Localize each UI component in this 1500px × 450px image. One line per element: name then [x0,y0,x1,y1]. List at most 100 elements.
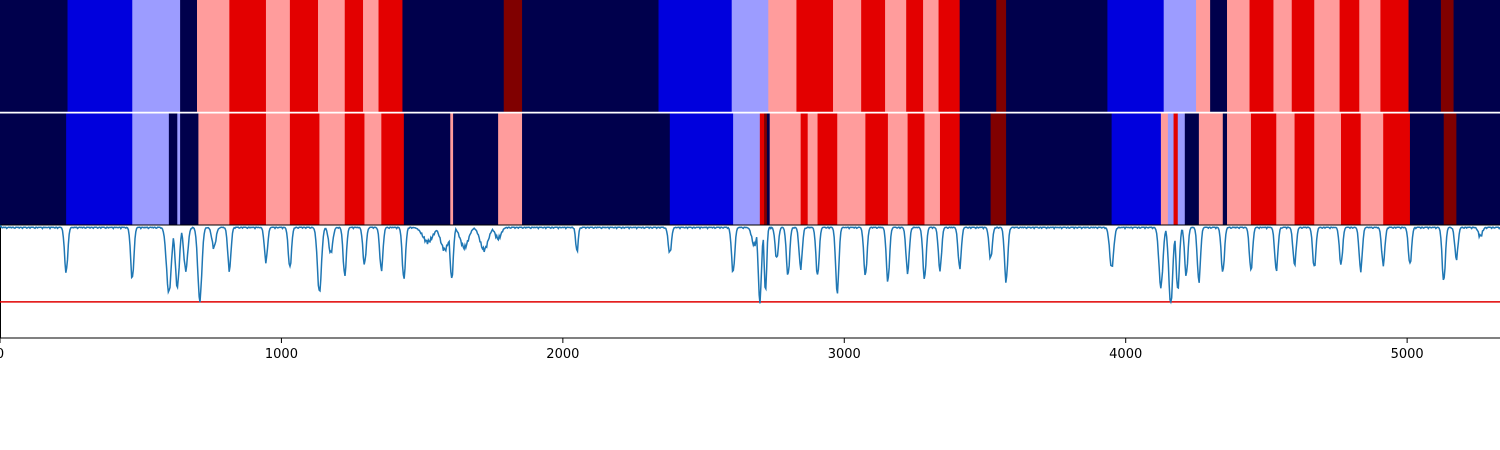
heatmap-middle-segment [807,113,818,226]
heatmap-middle-segment [959,113,992,226]
heatmap-middle-segment [450,113,454,226]
heatmap-middle-segment [759,113,765,226]
heatmap-top-segment [658,0,733,113]
heatmap-top-segment [885,0,907,113]
heatmap-middle-segment [1111,113,1162,226]
heatmap-top-segment [1440,0,1454,113]
heatmap-middle-segment [132,113,170,226]
heatmap-middle-segment [669,113,734,226]
heatmap-top-segment [1291,0,1315,113]
heatmap-middle-segment [344,113,365,226]
heatmap-middle-segment [1177,113,1186,226]
heatmap-middle-segment [1250,113,1277,226]
heatmap-top-segment [833,0,862,113]
heatmap-middle [0,113,1500,226]
heatmap-middle-segment [265,113,291,226]
heatmap-middle-segment [1456,113,1500,226]
heatmap-middle-segment [1227,113,1252,226]
heatmap-middle-segment [764,113,768,226]
heatmap-middle-segment [403,113,451,226]
heatmap-middle-segment [766,113,771,226]
x-axis: 0 1000 2000 3000 4000 5000 [0,338,1424,362]
heatmap-top-segment [1339,0,1360,113]
heatmap-top-segment [1408,0,1442,113]
heatmap-top-segment [923,0,939,113]
heatmap-top-segment [796,0,834,113]
heatmap-top-segment [180,0,198,113]
heatmap-middle-segment [1276,113,1295,226]
heatmap-middle-segment [907,113,925,226]
heatmap-middle-segment [1222,113,1228,226]
heatmap-middle-segment [1173,113,1179,226]
heatmap-middle-segment [924,113,941,226]
x-tick-label: 2000 [546,347,579,362]
x-tick-label: 5000 [1391,347,1424,362]
heatmap-middle-segment [319,113,346,226]
heatmap-middle-segment [990,113,1007,226]
heatmap-top-segment [1249,0,1274,113]
heatmap-middle-segment [1184,113,1200,226]
heatmap-middle-segment [939,113,961,226]
heatmap-top-segment [196,0,230,113]
heatmap-top-segment [1314,0,1340,113]
heatmap-middle-segment [1006,113,1113,226]
heatmap-middle-segment [498,113,523,226]
heatmap-middle-segment [177,113,181,226]
heatmap-top-segment [996,0,1007,113]
heatmap-top-segment [938,0,961,113]
heatmap-middle-segment [229,113,267,226]
heatmap-top-segment [1273,0,1293,113]
heatmap-top-segment [1210,0,1228,113]
heatmap-middle-segment [1409,113,1445,226]
heatmap-middle-segment [180,113,199,226]
heatmap-middle-segment [1443,113,1457,226]
heatmap-top-segment [959,0,997,113]
heatmap-middle-segment [522,113,671,226]
x-tick-label: 1000 [265,347,298,362]
heatmap-middle-segment [800,113,809,226]
heatmap-top-segment [132,0,181,113]
heatmap-middle-segment [887,113,908,226]
heatmap-top-segment [67,0,133,113]
heatmap-top-segment [1227,0,1250,113]
heatmap-middle-segment [1314,113,1342,226]
heatmap-top-segment [378,0,403,113]
heatmap-top-segment [1359,0,1381,113]
heatmap-middle-segment [1160,113,1169,226]
heatmap-middle-segment [0,113,67,226]
line-plot [0,224,1500,339]
heatmap-top-segment [229,0,267,113]
heatmap-top-segment [1163,0,1197,113]
heatmap-middle-segment [453,113,499,226]
series-line [0,224,1500,305]
heatmap-top-segment [861,0,886,113]
heatmap-middle-segment [1340,113,1362,226]
heatmap-middle-segment [66,113,133,226]
x-tick-label: 4000 [1109,347,1142,362]
x-tick-label: 3000 [828,347,861,362]
heatmap-middle-segment [817,113,838,226]
heatmap-top-segment [1380,0,1409,113]
heatmap-middle-segment [1198,113,1224,226]
heatmap-top-segment [768,0,797,113]
heatmap-top-segment [503,0,523,113]
heatmap-middle-segment [733,113,761,226]
heatmap-middle-segment [1294,113,1315,226]
heatmap-middle-segment [1360,113,1384,226]
heatmap-top-segment [731,0,769,113]
heatmap-top-segment [906,0,924,113]
plot-frame [0,224,1500,339]
heatmap-top-segment [265,0,291,113]
heatmap-top-segment [0,0,68,113]
heatmap-middle-segment [769,113,802,226]
heatmap-top-segment [402,0,505,113]
heatmap-middle-segment [1383,113,1411,226]
heatmap-top-segment [363,0,379,113]
heatmap-middle-segment [198,113,230,226]
heatmap-top-segment [289,0,319,113]
heatmap-middle-segment [837,113,866,226]
heatmap-middle-segment [865,113,889,226]
heatmap-middle-segment [168,113,178,226]
x-tick-label: 0 [0,347,4,362]
